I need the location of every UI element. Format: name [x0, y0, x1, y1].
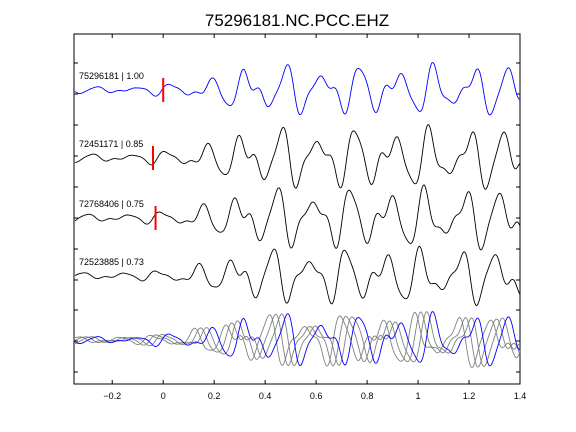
trace-2: 72451171 | 0.85 — [74, 124, 521, 190]
x-tick-label: 1.4 — [514, 391, 527, 401]
waveform-line — [74, 245, 521, 306]
x-tick-label: 1 — [416, 391, 421, 401]
waveform-line — [74, 62, 521, 116]
x-tick-label: 0.4 — [259, 391, 272, 401]
trace-label: 72451171 | 0.85 — [79, 139, 143, 149]
x-tick-label: 0.2 — [208, 391, 221, 401]
x-tick-label: −0.2 — [103, 391, 121, 401]
x-tick-label: 0.8 — [361, 391, 374, 401]
trace-3: 72768406 | 0.75 — [74, 184, 521, 251]
overlay-waveform-reference — [74, 311, 521, 367]
x-tick-label: 0 — [161, 391, 166, 401]
waveform-line — [74, 124, 521, 190]
plot-frame — [73, 33, 521, 385]
waveform-line — [74, 184, 521, 251]
trace-label: 72768406 | 0.75 — [79, 199, 144, 209]
trace-group: 75296181 | 1.00 72451171 | 0.85 72768406 |… — [74, 62, 521, 306]
pick-marker-group — [152, 78, 165, 230]
x-tick-label: 1.2 — [463, 391, 476, 401]
overlay-group — [74, 311, 521, 369]
trace-4: 72523885 | 0.73 — [74, 245, 521, 306]
chart-title: 75296181.NC.PCC.EHZ — [205, 11, 389, 30]
trace-1: 75296181 | 1.00 — [74, 62, 521, 116]
x-axis: −0.2 0 0.2 0.4 0.6 0.8 1 1.2 1.4 — [74, 34, 526, 401]
overlay-waveform — [74, 311, 521, 369]
x-tick-label: 0.6 — [310, 391, 323, 401]
trace-label: 75296181 | 1.00 — [79, 71, 144, 81]
trace-label: 72523885 | 0.73 — [79, 257, 144, 267]
